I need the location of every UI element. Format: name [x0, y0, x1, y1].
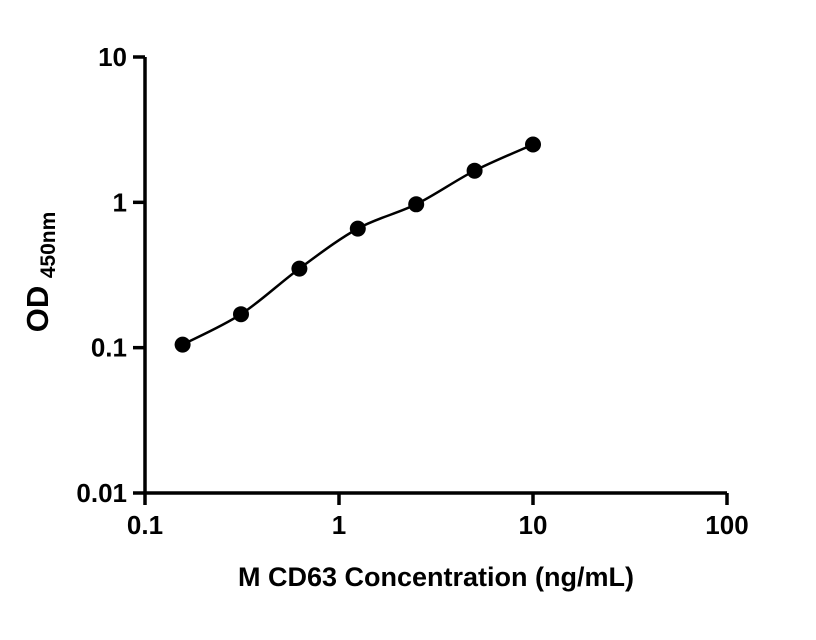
y-axis-title: OD 450nm	[20, 212, 60, 333]
x-axis-title: M CD63 Concentration (ng/mL)	[238, 562, 634, 592]
axes	[143, 57, 727, 495]
y-tick-label: 10	[98, 42, 127, 72]
x-tick-label: 0.1	[127, 510, 163, 540]
x-tick-label: 1	[332, 510, 346, 540]
y-tick-label: 0.01	[76, 478, 127, 508]
y-axis-title-subscript: 450nm	[37, 212, 60, 279]
data-point	[408, 196, 425, 213]
data-point	[525, 136, 541, 153]
y-tick-label: 1	[113, 187, 127, 217]
data-point	[233, 306, 249, 323]
y-tick-label: 0.1	[91, 333, 127, 363]
tick-marks	[133, 55, 729, 505]
data-point	[466, 162, 483, 179]
data-point	[291, 260, 308, 277]
x-tick-label: 100	[705, 510, 748, 540]
data-point	[349, 220, 366, 237]
data-series	[174, 136, 541, 353]
x-tick-label: 10	[519, 510, 548, 540]
axis-lines	[143, 57, 727, 495]
y-axis-title-main: OD	[20, 286, 55, 333]
data-point	[174, 336, 191, 353]
